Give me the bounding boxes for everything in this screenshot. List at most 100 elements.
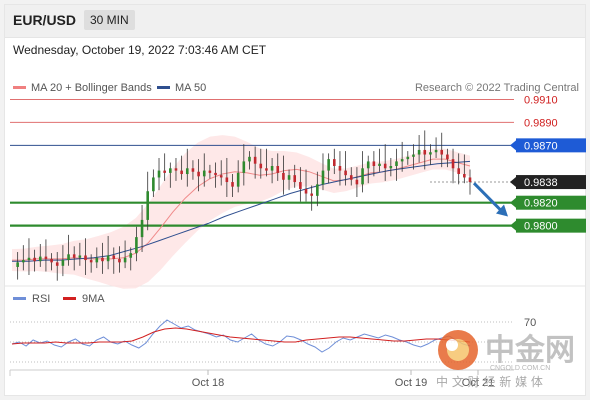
candle-68 bbox=[395, 148, 398, 181]
candle-body-20 bbox=[123, 257, 127, 263]
candle-9 bbox=[61, 245, 65, 277]
candle-body-19 bbox=[118, 258, 121, 263]
timestamp: Wednesday, October 19, 2022 7:03:46 AM C… bbox=[13, 43, 267, 57]
level-text-1: 0.9890 bbox=[524, 117, 558, 129]
candle-body-16 bbox=[101, 257, 104, 262]
candle-20 bbox=[123, 240, 127, 269]
rsi-level-label-0: 70 bbox=[524, 317, 536, 329]
candle-body-41 bbox=[242, 161, 246, 173]
candle-body-51 bbox=[299, 182, 302, 189]
legend-ma50-label: MA 50 bbox=[175, 82, 207, 94]
candle-23 bbox=[140, 205, 144, 253]
rsi-ma-line bbox=[11, 327, 471, 345]
candle-body-62 bbox=[361, 168, 364, 185]
candle-70 bbox=[406, 151, 410, 165]
candle-73 bbox=[423, 130, 427, 170]
candle-55 bbox=[321, 153, 325, 191]
candle-body-6 bbox=[44, 256, 48, 259]
candle-38 bbox=[225, 157, 229, 197]
candle-body-3 bbox=[27, 257, 31, 261]
x-tick-label-1: Oct 19 bbox=[395, 377, 427, 389]
candle-63 bbox=[366, 155, 370, 184]
candle-66 bbox=[383, 144, 387, 181]
candle-body-18 bbox=[112, 255, 116, 259]
candle-35 bbox=[208, 164, 212, 179]
candle-body-9 bbox=[61, 260, 65, 266]
level-arrow-5 bbox=[510, 220, 516, 231]
candle-body-38 bbox=[225, 177, 229, 183]
candle-body-42 bbox=[248, 156, 251, 162]
candle-body-33 bbox=[197, 171, 200, 177]
candle-30 bbox=[180, 155, 183, 180]
rsi-line bbox=[11, 319, 471, 353]
candle-14 bbox=[89, 254, 93, 273]
watermark-slogan: 中 文 财 经 新 媒 体 bbox=[436, 374, 543, 389]
rsi-ma-legend-label: 9MA bbox=[82, 293, 105, 305]
watermark-text: 中金网 bbox=[485, 333, 575, 368]
candle-body-67 bbox=[389, 166, 393, 169]
candle-22 bbox=[135, 226, 138, 262]
candle-body-39 bbox=[231, 182, 234, 187]
candle-body-53 bbox=[310, 193, 313, 196]
level-box-3 bbox=[516, 175, 586, 190]
candle-19 bbox=[118, 246, 121, 273]
candle-body-4 bbox=[33, 257, 36, 262]
watermark-logo-dot bbox=[446, 339, 458, 351]
candle-28 bbox=[169, 162, 172, 188]
timeframe-button[interactable]: 30 MIN bbox=[84, 10, 135, 30]
candle-body-47 bbox=[276, 166, 280, 173]
candle-43 bbox=[253, 146, 257, 179]
candle-44 bbox=[259, 148, 263, 179]
level-text-2: 0.9870 bbox=[524, 140, 558, 152]
candle-body-8 bbox=[55, 262, 59, 266]
candle-body-57 bbox=[332, 159, 336, 166]
level-arrow-3 bbox=[510, 177, 516, 188]
candle-65 bbox=[378, 148, 381, 172]
candle-body-37 bbox=[219, 175, 223, 178]
level-text-4: 0.9820 bbox=[524, 198, 558, 210]
candle-27 bbox=[163, 153, 166, 181]
candle-body-12 bbox=[78, 255, 82, 258]
candle-34 bbox=[202, 153, 206, 187]
candle-body-45 bbox=[265, 168, 268, 171]
candle-7 bbox=[50, 253, 53, 271]
watermark-sub: CNGOLD.COM.CN bbox=[490, 365, 550, 372]
candle-body-31 bbox=[185, 168, 189, 175]
candle-48 bbox=[282, 155, 285, 195]
candle-body-74 bbox=[429, 152, 432, 155]
candle-12 bbox=[78, 242, 82, 266]
candle-body-72 bbox=[417, 149, 421, 155]
candle-body-40 bbox=[236, 172, 240, 187]
candle-41 bbox=[242, 144, 246, 186]
chart-header: EUR/USD 30 MIN bbox=[5, 5, 585, 38]
candle-body-30 bbox=[180, 170, 183, 175]
candle-15 bbox=[95, 247, 99, 269]
level-label-4: 0.9820 bbox=[510, 195, 586, 210]
candle-40 bbox=[236, 160, 240, 193]
candle-body-11 bbox=[72, 254, 76, 258]
candle-body-14 bbox=[89, 260, 93, 263]
level-text-0: 0.9910 bbox=[524, 94, 558, 106]
candle-13 bbox=[84, 238, 87, 275]
candle-body-79 bbox=[457, 168, 460, 175]
candle-body-2 bbox=[22, 260, 25, 263]
candle-body-64 bbox=[372, 161, 376, 166]
candle-46 bbox=[270, 157, 274, 184]
level-label-1: 0.9890 bbox=[524, 117, 558, 129]
candle-body-1 bbox=[16, 262, 19, 267]
legend-ma20-bollinger: MA 20 + Bollinger Bands bbox=[13, 82, 152, 94]
candle-body-17 bbox=[106, 255, 110, 262]
candle-body-27 bbox=[163, 170, 166, 173]
candle-body-34 bbox=[202, 170, 206, 177]
candle-body-7 bbox=[50, 258, 53, 263]
legend-ma50: MA 50 bbox=[157, 82, 206, 94]
candle-body-59 bbox=[344, 170, 347, 176]
rsi-legend-label: RSI bbox=[32, 293, 50, 305]
candle-body-13 bbox=[84, 255, 87, 261]
forecast-arrow-head bbox=[496, 204, 508, 217]
candle-body-54 bbox=[316, 184, 319, 196]
bollinger-band bbox=[12, 135, 470, 289]
candle-79 bbox=[457, 153, 460, 185]
candle-25 bbox=[152, 169, 155, 197]
